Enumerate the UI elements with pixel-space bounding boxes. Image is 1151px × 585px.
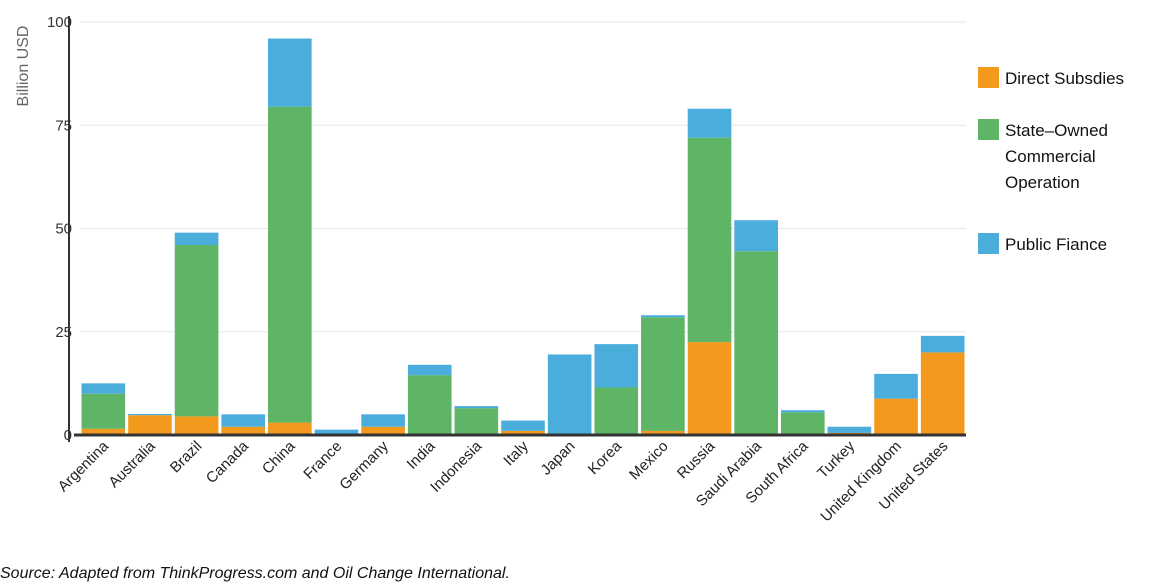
bar-segment: [688, 138, 732, 342]
source-note: Source: Adapted from ThinkProgress.com a…: [0, 565, 510, 582]
x-tick-label: Indonesia: [427, 437, 485, 495]
legend-swatch: [978, 67, 999, 88]
x-tick-label: Mexico: [626, 438, 672, 484]
legend-label: State–OwnedCommercialOperation: [1005, 121, 1108, 192]
bar-segment: [175, 416, 219, 435]
bar-segment: [128, 415, 172, 435]
bar-segment: [82, 394, 126, 429]
bar-segment: [268, 423, 312, 435]
x-tick-label: Brazil: [167, 438, 206, 477]
bar-segment: [688, 109, 732, 138]
legend-label: Direct Subsdies: [1005, 69, 1124, 88]
bar-segment: [408, 365, 452, 375]
bar-segment: [221, 414, 265, 426]
bar-segment: [734, 220, 778, 251]
bar-segment: [268, 107, 312, 423]
bar-segment: [641, 315, 685, 317]
legend-swatch: [978, 233, 999, 254]
x-tick-label: Germany: [336, 437, 392, 493]
x-tick-label: United Kingdom: [817, 438, 904, 525]
bar-segment: [921, 352, 965, 435]
y-axis-title: Billion USD: [15, 26, 32, 107]
bar-segment: [501, 421, 545, 431]
bar-segment: [688, 342, 732, 435]
bar-segment: [175, 245, 219, 416]
bar-segment: [82, 383, 126, 393]
bar-segment: [828, 427, 872, 433]
y-tick-label: 0: [64, 427, 72, 444]
bar-segment: [315, 430, 359, 434]
bar-segment: [874, 399, 918, 435]
bar-segment: [594, 344, 638, 387]
x-tick-label: Canada: [203, 437, 253, 487]
bar-segment: [594, 388, 638, 435]
legend-swatch: [978, 119, 999, 140]
bar-segment: [921, 336, 965, 353]
bar-segment: [641, 317, 685, 431]
x-tick-label: Korea: [585, 437, 626, 478]
x-tick-label: India: [404, 437, 439, 472]
bar-segment: [408, 375, 452, 435]
bar-segment: [128, 414, 172, 415]
x-tick-label: Italy: [500, 437, 532, 469]
bar-segment: [548, 354, 592, 435]
x-tick-label: France: [300, 438, 345, 483]
x-tick-label: Japan: [538, 438, 579, 479]
x-tick-label: Turkey: [814, 437, 858, 481]
x-tick-label: Russia: [674, 437, 719, 482]
bar-segment: [734, 251, 778, 435]
bar-segment: [781, 410, 825, 412]
legend-label: Public Fiance: [1005, 235, 1107, 254]
bar-segment: [268, 39, 312, 107]
bar-segment: [874, 374, 918, 399]
legend: Direct Subsdies State–OwnedCommercialOper…: [978, 67, 1124, 254]
bar-segment: [455, 408, 499, 435]
bar-segment: [455, 406, 499, 408]
x-tick-label: Argentina: [55, 437, 113, 495]
bars: [82, 39, 965, 435]
bar-segment: [175, 233, 219, 245]
x-tick-label: China: [259, 437, 299, 477]
x-tick-label: Australia: [105, 437, 159, 491]
bar-segment: [781, 412, 825, 435]
bar-segment: [361, 414, 405, 426]
